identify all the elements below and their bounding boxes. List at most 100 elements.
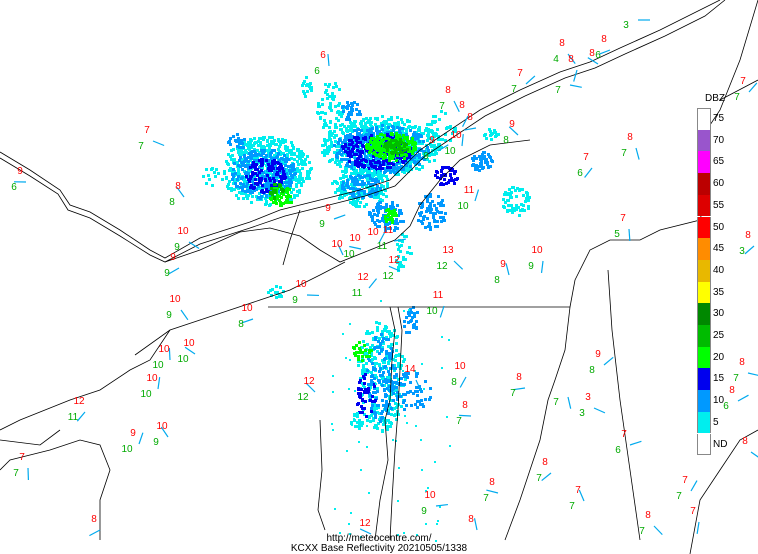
station-plot[interactable]: 7 bbox=[555, 84, 582, 96]
radar-echo bbox=[368, 492, 370, 494]
wind-barb-icon bbox=[540, 260, 544, 273]
station-plot[interactable]: 96 bbox=[11, 166, 27, 193]
station-plot[interactable]: 108 bbox=[238, 303, 254, 330]
wind-barb-icon bbox=[587, 57, 599, 65]
station-plot[interactable]: 87 bbox=[639, 510, 663, 537]
station-plot[interactable]: 109 bbox=[528, 245, 544, 273]
station-plot[interactable]: 33 bbox=[579, 392, 606, 419]
station-plot[interactable]: 77 bbox=[138, 125, 165, 152]
temperature-label: 9 bbox=[595, 349, 601, 360]
radar-echo bbox=[341, 101, 362, 121]
wind-barb-icon bbox=[180, 309, 189, 321]
station-plot[interactable]: 8 bbox=[468, 514, 478, 531]
temperature-label: 12 bbox=[359, 518, 371, 529]
source-url[interactable]: http://meteocentre.com/ bbox=[326, 533, 432, 544]
station-plot[interactable]: 77 bbox=[569, 485, 585, 512]
legend-label: 55 bbox=[713, 199, 725, 211]
station-plot[interactable]: 8 bbox=[89, 514, 101, 537]
legend-label: 70 bbox=[713, 134, 725, 146]
station-plot[interactable]: 88 bbox=[169, 181, 185, 208]
dewpoint-label: 7 bbox=[511, 84, 517, 95]
radar-echo bbox=[384, 208, 398, 224]
station-plot[interactable]: 98 bbox=[503, 119, 519, 146]
radar-echoes bbox=[202, 76, 531, 542]
legend-level: 70 bbox=[697, 129, 757, 152]
station-plot[interactable]: 98 bbox=[494, 259, 510, 286]
station-plot[interactable]: 7 bbox=[690, 506, 700, 534]
dewpoint-label: 7 bbox=[569, 501, 575, 512]
radar-echo bbox=[345, 357, 347, 359]
station-plot[interactable]: 108 bbox=[451, 361, 467, 388]
station-plot[interactable]: 99 bbox=[319, 203, 346, 230]
wind-barb-icon bbox=[593, 407, 606, 414]
station-plot[interactable]: 14 bbox=[404, 364, 422, 392]
station-plot[interactable]: 84 bbox=[553, 38, 576, 65]
station-plot[interactable]: 77 bbox=[13, 452, 30, 481]
station-plot[interactable]: 86 bbox=[595, 34, 611, 61]
station-plot[interactable]: 99 bbox=[164, 252, 180, 279]
station-plot[interactable]: 86 bbox=[723, 385, 749, 412]
station-plot[interactable]: 7 bbox=[553, 396, 572, 409]
station-plot[interactable]: 109 bbox=[174, 226, 200, 253]
radar-echo bbox=[331, 423, 333, 425]
radar-echo bbox=[423, 388, 425, 390]
dewpoint-label: 3 bbox=[623, 20, 629, 31]
station-plot[interactable]: 8 bbox=[464, 112, 477, 131]
station-plot[interactable]: 910 bbox=[121, 428, 144, 455]
temperature-label: 8 bbox=[516, 372, 522, 383]
temperature-label: 9 bbox=[500, 259, 506, 270]
legend-level: ND bbox=[697, 433, 757, 456]
station-plot[interactable]: 109 bbox=[421, 490, 448, 517]
radar-echo bbox=[435, 540, 437, 542]
station-plot[interactable]: 76 bbox=[577, 152, 593, 179]
dewpoint-label: 7 bbox=[536, 473, 542, 484]
wind-barb-icon bbox=[744, 245, 755, 255]
station-plot[interactable]: 87 bbox=[621, 132, 640, 160]
station-plot[interactable]: 109 bbox=[153, 421, 169, 448]
station-plot[interactable]: 77 bbox=[511, 68, 536, 95]
station-plot[interactable]: 12 bbox=[359, 518, 372, 535]
station-plot[interactable]: 10 bbox=[331, 239, 344, 256]
wind-barb-icon bbox=[573, 69, 578, 82]
station-plot[interactable]: 66 bbox=[314, 50, 330, 77]
station-plot[interactable]: 8 bbox=[742, 436, 758, 459]
station-plot[interactable]: 87 bbox=[536, 457, 552, 484]
station-plot[interactable]: 75 bbox=[614, 213, 631, 242]
station-plot[interactable]: 83 bbox=[739, 230, 755, 257]
station-plot[interactable]: 3 bbox=[623, 19, 650, 31]
boundary-line bbox=[689, 429, 758, 554]
station-plot[interactable]: 87 bbox=[483, 477, 499, 504]
station-plot[interactable]: 87 bbox=[439, 85, 460, 113]
station-plot[interactable]: 8 bbox=[459, 100, 469, 127]
station-plot[interactable]: 10 bbox=[367, 227, 386, 244]
station-plot[interactable]: 77 bbox=[734, 76, 758, 103]
station-plot[interactable]: 109 bbox=[292, 279, 320, 306]
station-plot[interactable]: 87 bbox=[510, 372, 526, 399]
station-plot[interactable]: 76 bbox=[615, 429, 642, 456]
radar-echo bbox=[408, 309, 410, 311]
station-plot[interactable]: 98 bbox=[589, 349, 614, 376]
station-plot[interactable]: 8 bbox=[587, 48, 599, 65]
wind-barb-icon bbox=[333, 214, 346, 220]
station-plot[interactable]: 87 bbox=[456, 400, 472, 427]
station-plot[interactable]: 109 bbox=[166, 294, 189, 321]
radar-echo bbox=[437, 520, 439, 522]
temperature-label: 12 bbox=[303, 376, 315, 387]
station-plot[interactable]: 8 bbox=[568, 54, 578, 82]
station-plot[interactable]: 99 bbox=[423, 135, 449, 162]
station-plot[interactable]: 77 bbox=[676, 475, 698, 502]
